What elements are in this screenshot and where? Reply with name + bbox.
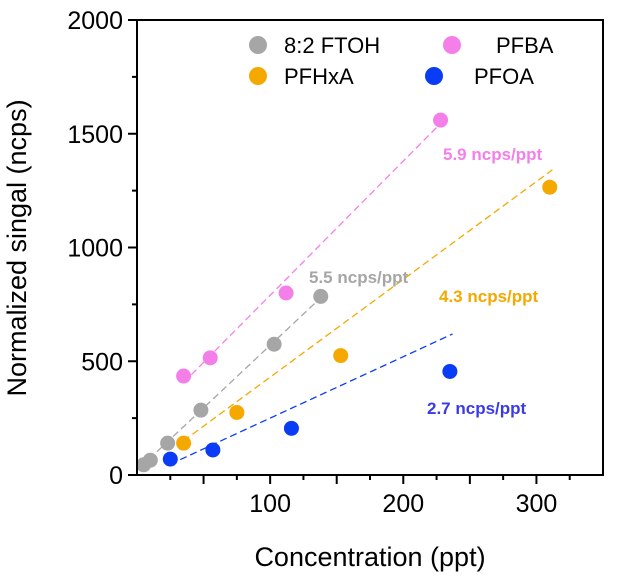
- y-tick-label: 2000: [67, 7, 123, 35]
- point-pfhxa: [176, 435, 192, 451]
- annotation-pfoa: 2.7 ncps/ppt: [427, 399, 527, 418]
- point-pfhxa: [229, 404, 245, 420]
- point-pfoa: [283, 420, 299, 436]
- y-tick-label: 0: [109, 462, 123, 490]
- point-pfba: [278, 285, 294, 301]
- data-points: [136, 112, 558, 473]
- x-axis: 100 200 300: [169, 475, 571, 518]
- point-8-2-ftoh: [266, 336, 282, 352]
- legend-label-pfhxa: PFHxA: [284, 64, 354, 89]
- point-pfoa: [442, 363, 458, 379]
- legend: 8:2 FTOH PFBA PFHxA PFOA: [249, 33, 554, 89]
- x-tick-label: 100: [249, 490, 291, 518]
- y-tick-label: 1500: [67, 121, 123, 149]
- legend-label-8-2-ftoh: 8:2 FTOH: [284, 33, 380, 58]
- point-8-2-ftoh: [193, 402, 209, 418]
- legend-marker-pfba: [443, 36, 461, 54]
- point-pfba: [176, 368, 192, 384]
- legend-marker-8-2-ftoh: [249, 36, 267, 54]
- annotation-pfba: 5.9 ncps/ppt: [443, 145, 543, 164]
- point-pfhxa: [333, 348, 349, 364]
- legend-label-pfoa: PFOA: [474, 64, 534, 89]
- legend-marker-pfoa: [425, 67, 443, 85]
- point-pfba: [433, 112, 449, 128]
- point-8-2-ftoh: [160, 435, 176, 451]
- fit-line-pfba: [183, 120, 444, 383]
- fit-lines: [140, 120, 553, 468]
- annotations: 5.5 ncps/ppt 5.9 ncps/ppt 4.3 ncps/ppt 2…: [309, 145, 543, 418]
- fit-line-pfoa: [170, 333, 453, 465]
- y-axis-title: Normalized singal (ncps): [2, 99, 32, 396]
- point-pfoa: [162, 451, 178, 467]
- point-pfhxa: [542, 179, 558, 195]
- annotation-pfhxa: 4.3 ncps/ppt: [439, 287, 539, 306]
- x-tick-label: 300: [516, 490, 558, 518]
- point-8-2-ftoh: [313, 288, 329, 304]
- y-axis: 0 500 1000 1500 2000: [67, 7, 137, 490]
- fit-line-8-2-ftoh: [140, 292, 327, 468]
- annotation-8-2-ftoh: 5.5 ncps/ppt: [309, 268, 409, 287]
- x-tick-label: 200: [382, 490, 424, 518]
- y-tick-label: 500: [81, 348, 123, 376]
- point-8-2-ftoh: [142, 452, 158, 468]
- y-tick-label: 1000: [67, 235, 123, 263]
- legend-label-pfba: PFBA: [496, 33, 554, 58]
- point-pfoa: [205, 442, 221, 458]
- legend-marker-pfhxa: [249, 67, 267, 85]
- x-axis-title: Concentration (ppt): [254, 542, 485, 572]
- point-pfba: [202, 350, 218, 366]
